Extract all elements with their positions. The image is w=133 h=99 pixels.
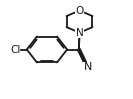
Text: N: N [76,28,83,38]
Text: N: N [83,62,92,72]
Text: O: O [75,6,84,16]
Text: Cl: Cl [11,44,21,55]
